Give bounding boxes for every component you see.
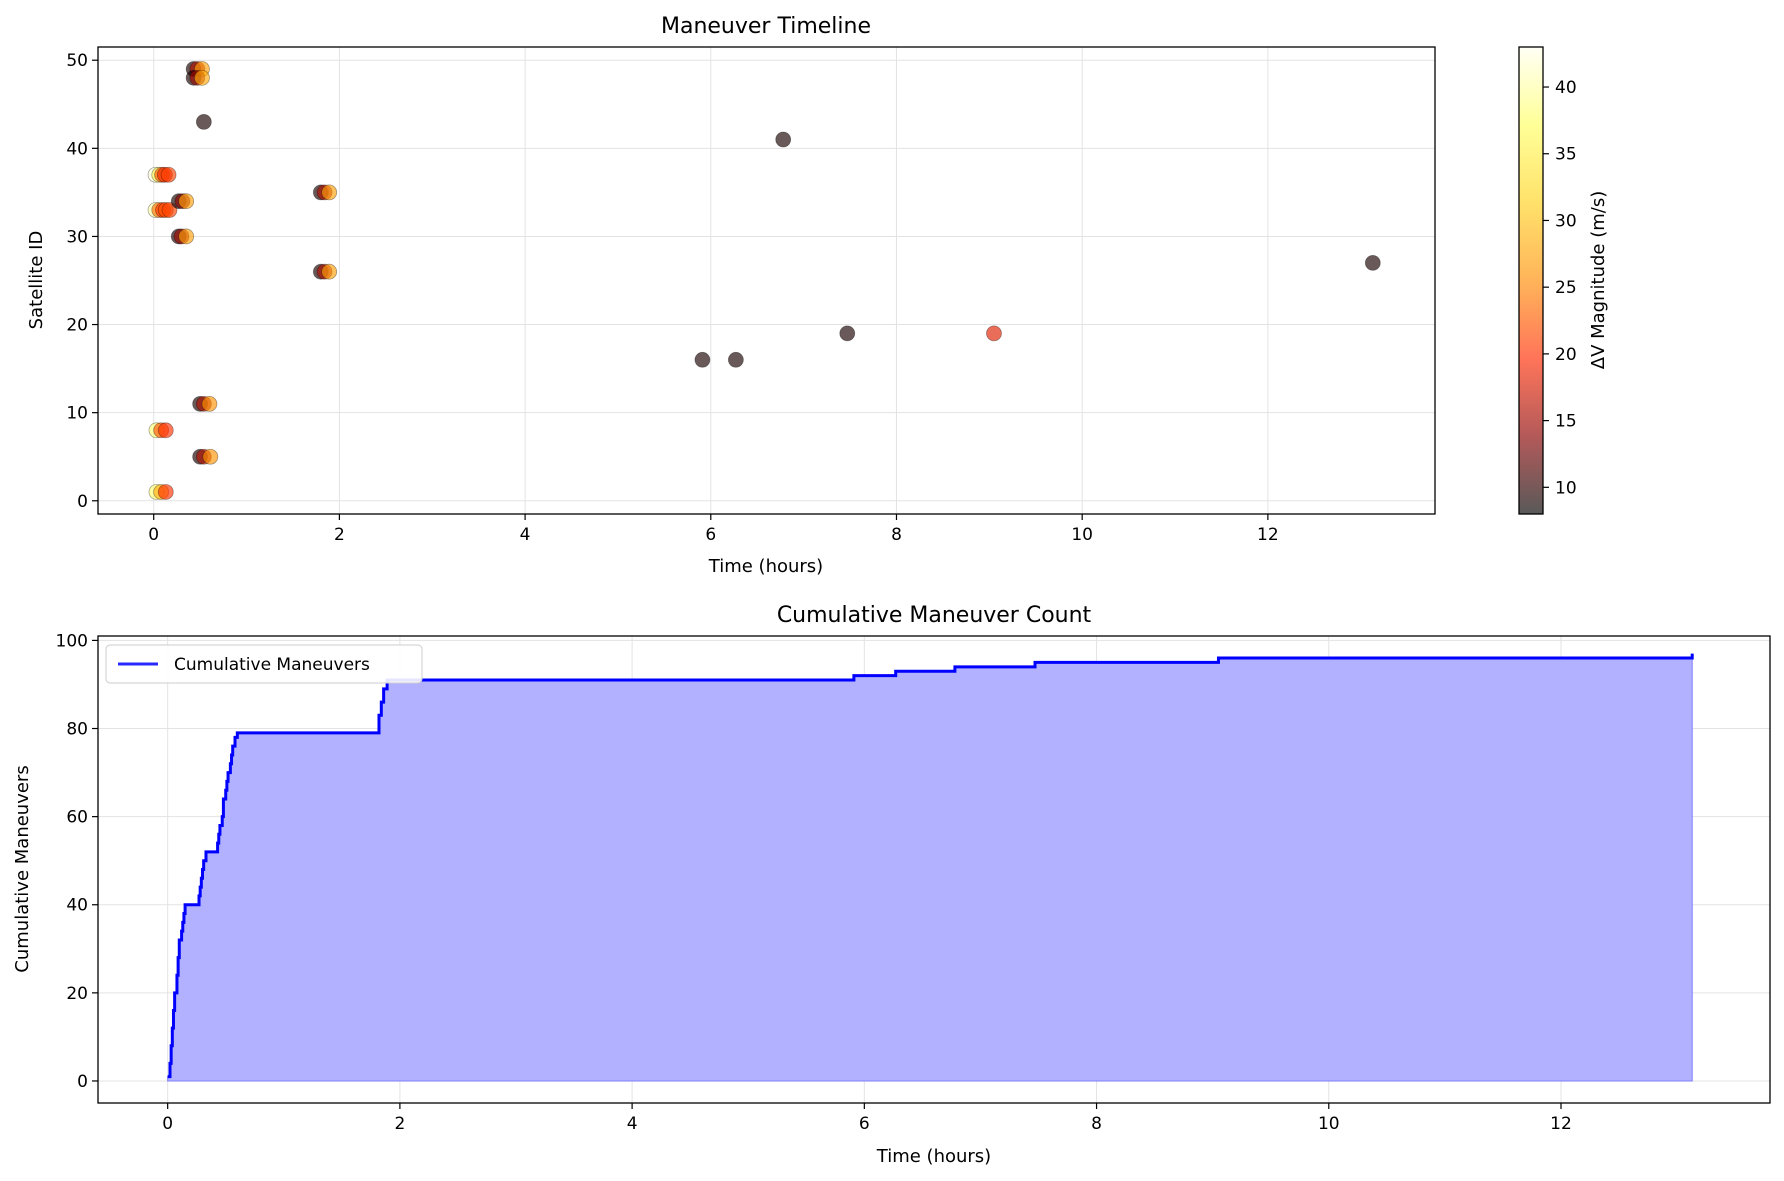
colorbar: 10 15 20 25 30 35 40 ΔV Magnitude (m/s)	[1518, 46, 1609, 515]
cumulative-y-tick-label: 0	[77, 1072, 88, 1092]
timeline-y-tick-label: 10	[66, 404, 88, 424]
timeline-y-tick-label: 40	[66, 139, 88, 159]
timeline-chart: Maneuver Timeline 0 2 4 6 8 10 12 01020304050 …	[26, 14, 1609, 577]
cumulative-y-ticks: 0 20 40 60 80 100	[56, 631, 98, 1092]
cumulative-x-tick-label: 0	[162, 1114, 173, 1134]
cumulative-x-tick-label: 8	[1091, 1114, 1102, 1134]
maneuver-point	[321, 184, 338, 201]
timeline-y-tick-label: 50	[66, 51, 88, 71]
cumulative-x-tick-label: 12	[1550, 1114, 1572, 1134]
cumulative-y-tick-label: 60	[66, 808, 88, 828]
cumulative-plot-area	[167, 653, 1694, 1082]
timeline-y-tick-label: 30	[66, 227, 88, 247]
cumulative-y-tick-label: 40	[66, 896, 88, 916]
timeline-x-tick-label: 10	[1071, 525, 1093, 545]
maneuver-point	[839, 325, 856, 342]
legend: Cumulative Maneuvers	[105, 644, 423, 684]
timeline-x-tick-label: 0	[148, 525, 159, 545]
maneuver-point	[694, 351, 711, 368]
maneuver-point	[775, 131, 792, 148]
cumulative-frame	[97, 635, 1771, 1104]
cumulative-x-tick-label: 2	[394, 1114, 405, 1134]
maneuver-point	[178, 193, 195, 210]
colorbar-tick-label: 15	[1555, 412, 1577, 432]
maneuver-point	[194, 69, 210, 86]
timeline-grid	[98, 47, 1435, 514]
maneuver-point	[195, 113, 212, 130]
cumulative-line	[167, 653, 1694, 1079]
timeline-y-label: Satellite ID	[26, 231, 47, 330]
colorbar-tick-label: 20	[1555, 345, 1577, 365]
timeline-frame	[97, 46, 1436, 515]
colorbar-label: ΔV Magnitude (m/s)	[1588, 191, 1609, 369]
maneuver-point	[986, 325, 1002, 342]
timeline-x-tick-label: 12	[1257, 525, 1279, 545]
colorbar-tick-label: 25	[1555, 278, 1577, 298]
colorbar-tick-label: 30	[1555, 211, 1577, 231]
colorbar-frame	[1518, 46, 1544, 515]
cumulative-x-tick-label: 10	[1318, 1114, 1340, 1134]
timeline-title: Maneuver Timeline	[661, 14, 871, 39]
timeline-x-label: Time (hours)	[708, 556, 823, 577]
cumulative-title: Cumulative Maneuver Count	[777, 603, 1092, 628]
maneuver-point	[160, 166, 177, 183]
legend-label: Cumulative Maneuvers	[174, 655, 370, 675]
maneuver-point	[157, 484, 174, 500]
cumulative-area	[167, 653, 1693, 1082]
maneuver-point	[178, 228, 195, 245]
colorbar-gradient	[1519, 47, 1543, 514]
maneuver-point	[321, 263, 338, 280]
timeline-x-tick-label: 6	[705, 525, 716, 545]
cumulative-x-ticks: 0 2 4 6 8 10 12	[162, 1103, 1572, 1134]
cumulative-x-tick-label: 6	[859, 1114, 870, 1134]
cumulative-x-label: Time (hours)	[876, 1146, 991, 1167]
maneuver-point	[202, 448, 219, 465]
timeline-y-tick-label: 20	[66, 316, 88, 336]
legend-box	[105, 644, 423, 684]
timeline-x-tick-label: 2	[334, 525, 345, 545]
timeline-x-tick-label: 8	[891, 525, 902, 545]
timeline-points	[147, 61, 1381, 500]
cumulative-y-tick-label: 80	[66, 720, 88, 740]
timeline-x-tick-label: 4	[520, 525, 531, 545]
colorbar-tick-label: 40	[1555, 78, 1577, 98]
maneuver-point	[727, 351, 744, 368]
timeline-y-tick-label: 0	[77, 492, 88, 512]
colorbar-tick-label: 10	[1555, 478, 1577, 498]
maneuver-point	[157, 422, 174, 439]
cumulative-y-tick-label: 20	[66, 984, 88, 1004]
maneuver-point	[201, 395, 218, 412]
maneuver-point	[1364, 254, 1381, 271]
cumulative-chart: Cumulative Maneuver Count 0 2 4 6 8 10 12 0 20 4…	[12, 603, 1771, 1167]
colorbar-tick-label: 35	[1555, 145, 1577, 165]
timeline-x-ticks: 0 2 4 6 8 10 12	[148, 514, 1279, 545]
colorbar-ticks: 10 15 20 25 30 35 40	[1543, 78, 1577, 498]
cumulative-y-tick-label: 100	[56, 631, 88, 651]
timeline-y-ticks: 0 10 20 30 40 50	[66, 51, 98, 512]
cumulative-x-tick-label: 4	[627, 1114, 638, 1134]
cumulative-y-label: Cumulative Maneuvers	[12, 765, 33, 972]
